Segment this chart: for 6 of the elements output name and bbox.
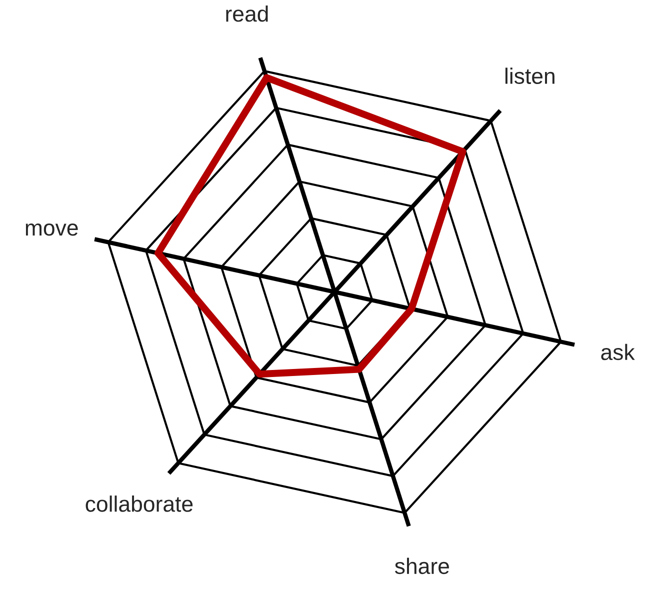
spoke-label: ask bbox=[601, 344, 635, 360]
spoke-label: move bbox=[26, 224, 78, 236]
spoke-label: collaborate bbox=[86, 496, 193, 512]
spoke-label: listen bbox=[505, 68, 554, 84]
spoke-label: read bbox=[226, 5, 268, 22]
spoke-label: share bbox=[394, 558, 449, 574]
